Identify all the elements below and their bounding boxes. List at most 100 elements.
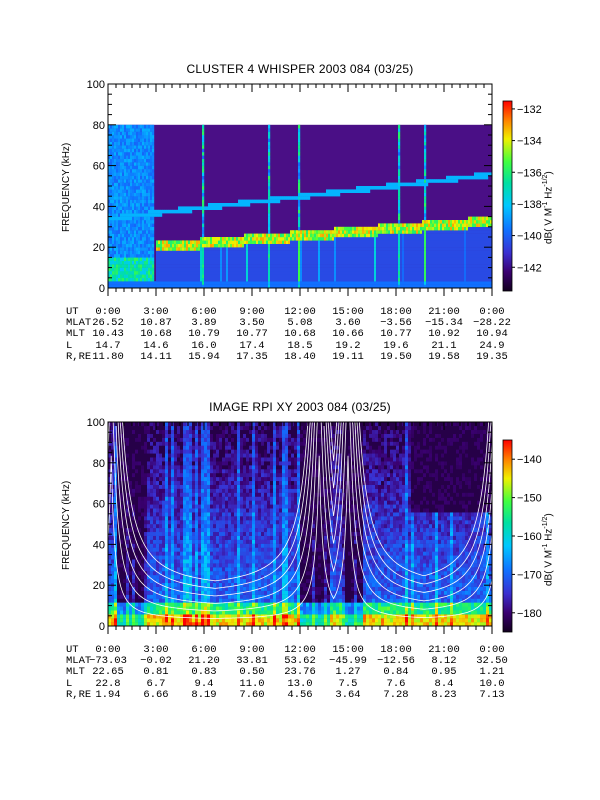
panel1-cell (452, 226, 455, 231)
panel1-cell (310, 254, 313, 258)
panel2-cell (126, 586, 130, 591)
panel1-cell (250, 267, 253, 272)
panel1-cell (120, 135, 123, 139)
panel1-cell (378, 257, 381, 261)
panel1-cell (232, 240, 235, 244)
panel1-cell (386, 271, 389, 275)
panel1-cell (266, 199, 269, 204)
panel1-cell (454, 226, 457, 231)
panel1-cell (116, 128, 119, 132)
panel1-cell (308, 260, 311, 265)
panel1-cell (196, 240, 199, 244)
panel1-cell (134, 277, 137, 282)
panel1-cell (286, 254, 289, 258)
panel1-cell (344, 284, 347, 288)
panel1-cell (428, 254, 431, 258)
panel1-cell (400, 274, 403, 278)
panel1-cell (118, 141, 121, 146)
panel1-cell (426, 182, 429, 187)
panel1-cell (128, 162, 131, 166)
panel2-cell (120, 559, 124, 564)
panel1-cell (360, 267, 363, 272)
panel1-cell (108, 206, 111, 210)
panel1-cell (298, 206, 301, 210)
panel1-cell (464, 226, 467, 231)
panel1-cell (150, 148, 153, 153)
panel1-cell (402, 257, 405, 261)
panel1-cell (296, 233, 299, 238)
panel1-cell (268, 213, 271, 217)
panel1-cell (258, 271, 261, 275)
panel1-cell (132, 277, 135, 282)
panel2-cell (126, 461, 130, 466)
panel1-cell (428, 240, 431, 244)
panel2-cell (111, 539, 115, 544)
panel1-cell (472, 240, 475, 244)
panel1-cell (450, 281, 453, 285)
panel1-cell (132, 203, 135, 207)
panel1-cell (366, 233, 369, 238)
panel1-cell (144, 162, 147, 166)
panel1-cell (380, 260, 383, 265)
panel1-cell (278, 267, 281, 272)
panel1-cell (408, 226, 411, 231)
panel1-cell (116, 260, 119, 265)
panel1-cell (336, 192, 339, 197)
panel1-cell (162, 243, 165, 248)
panel1-cell (202, 213, 205, 217)
panel1-cell (288, 271, 291, 275)
panel1-cell (404, 254, 407, 258)
panel1-cell (224, 284, 227, 288)
panel1-cell (118, 247, 121, 251)
panel1-cell (324, 267, 327, 272)
panel1-cell (424, 128, 427, 132)
panel1-cell (344, 277, 347, 282)
panel1-cell (454, 175, 457, 180)
panel1-cell (272, 271, 275, 275)
panel1-cell (298, 145, 301, 149)
panel1-cell (186, 206, 189, 210)
panel1-cell (114, 182, 117, 187)
panel1-cell (116, 271, 119, 275)
panel1-cell (140, 186, 143, 190)
panel1-cell (172, 264, 175, 268)
panel2-cell (111, 425, 115, 431)
panel1-cell (118, 165, 121, 170)
panel1-cell (108, 250, 111, 255)
panel1-cell (282, 243, 285, 248)
panel1-cell (156, 267, 159, 272)
panel1-cell (234, 240, 237, 244)
panel1-cell (380, 271, 383, 275)
panel1-cell (110, 165, 113, 170)
panel1-cell (124, 257, 127, 261)
panel1-cell (118, 267, 121, 272)
panel1-cell (450, 274, 453, 278)
panel1-cell (330, 281, 333, 285)
panel1-cell (108, 277, 111, 282)
panel1-cell (482, 274, 485, 278)
panel1-cell (124, 145, 127, 149)
panel2-cell (126, 441, 130, 446)
panel1-cell (484, 264, 487, 268)
panel1-cell (134, 264, 137, 268)
panel1-cell (130, 196, 133, 200)
panel1-cell (324, 192, 327, 197)
panel1-cell (146, 281, 149, 285)
panel1-cell (454, 254, 457, 258)
panel1-cell (198, 243, 201, 248)
panel1-cell (382, 250, 385, 255)
panel1-cell (216, 271, 219, 275)
panel1-cell (178, 254, 181, 258)
panel1-cell (134, 179, 137, 183)
panel2-cell (111, 469, 115, 474)
panel1-cell (208, 277, 211, 282)
panel2-cell (108, 520, 112, 525)
panel1-cell (282, 277, 285, 282)
panel1-cell (412, 247, 415, 251)
panel1-cell (394, 237, 397, 241)
panel1-cell (348, 264, 351, 268)
panel1-cell (346, 247, 349, 251)
panel1-cell (128, 213, 131, 217)
panel1-cell (448, 274, 451, 278)
panel1-cell (254, 233, 257, 238)
